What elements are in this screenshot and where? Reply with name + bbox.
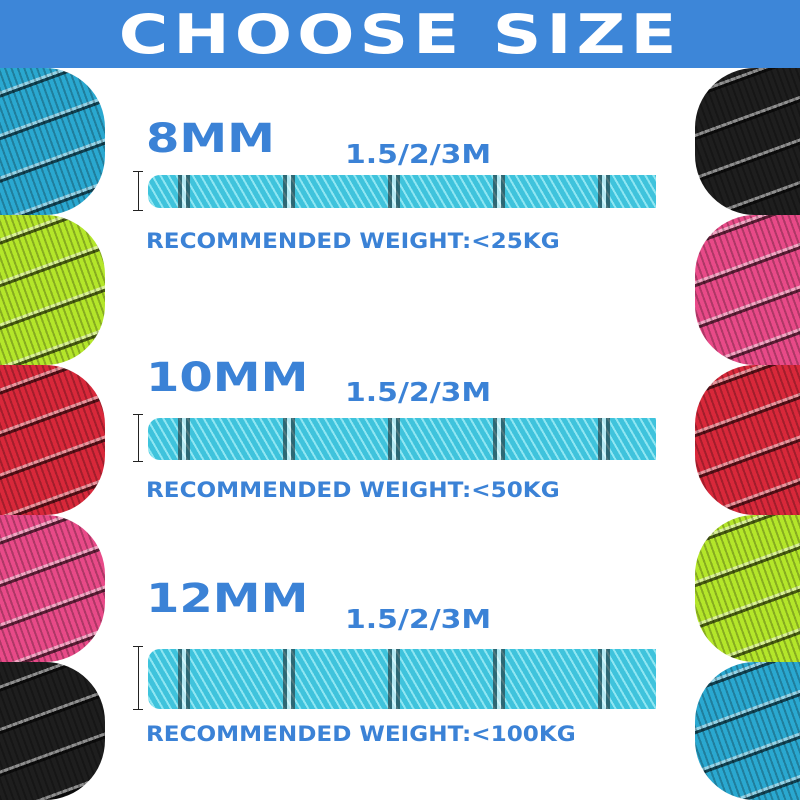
diameter-bracket-icon <box>133 646 145 710</box>
diameter-label: 8MM <box>146 116 275 162</box>
rope-sample <box>148 649 656 709</box>
length-label: 1.5/2/3M <box>345 378 492 408</box>
recommended-weight: RECOMMENDED WEIGHT:<25KG <box>146 229 560 253</box>
rope-coil-left <box>0 515 105 662</box>
rope-sample <box>148 418 656 460</box>
diameter-label: 10MM <box>146 355 309 401</box>
rope-coil-right <box>695 215 800 365</box>
page-title: CHOOSE SIZE <box>118 2 682 66</box>
rope-coil-right <box>695 365 800 515</box>
recommended-weight: RECOMMENDED WEIGHT:<50KG <box>146 478 560 502</box>
rope-coil-right <box>695 662 800 800</box>
rope-coil-left <box>0 365 105 515</box>
rope-coil-left <box>0 68 105 215</box>
diameter-bracket-icon <box>133 171 145 211</box>
length-label: 1.5/2/3M <box>345 140 492 170</box>
rope-coil-left <box>0 215 105 365</box>
diameter-label: 12MM <box>146 576 309 622</box>
rope-coil-left <box>0 662 105 800</box>
rope-coil-right <box>695 515 800 662</box>
rope-coil-right <box>695 68 800 215</box>
header-banner: CHOOSE SIZE <box>0 0 800 68</box>
diameter-bracket-icon <box>133 414 145 462</box>
rope-sample <box>148 175 656 208</box>
recommended-weight: RECOMMENDED WEIGHT:<100KG <box>146 722 576 746</box>
length-label: 1.5/2/3M <box>345 605 492 635</box>
